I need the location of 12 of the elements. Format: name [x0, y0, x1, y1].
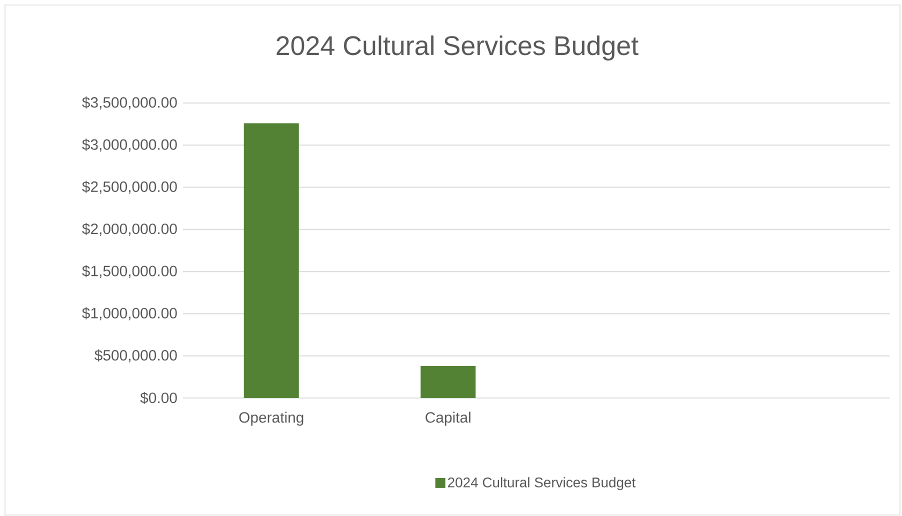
- y-tick-label: $3,000,000.00: [82, 138, 177, 152]
- y-tick-label: $0.00: [140, 392, 177, 404]
- y-tick-label: $1,500,000.00: [82, 265, 177, 278]
- y-tick-label: $500,000.00: [94, 349, 177, 362]
- legend-label: 2024 Cultural Services Budget: [448, 477, 636, 490]
- y-tick-label: $1,000,000.00: [82, 307, 177, 320]
- y-tick-label: $2,500,000.00: [82, 180, 177, 194]
- y-tick-label: $3,500,000.00: [82, 96, 177, 110]
- x-tick-label: Operating: [239, 412, 304, 426]
- x-tick-label: Capital: [426, 412, 470, 426]
- y-tick-label: $2,000,000.00: [82, 222, 177, 236]
- chart-title: 2024 Cultural Services Budget: [276, 35, 638, 61]
